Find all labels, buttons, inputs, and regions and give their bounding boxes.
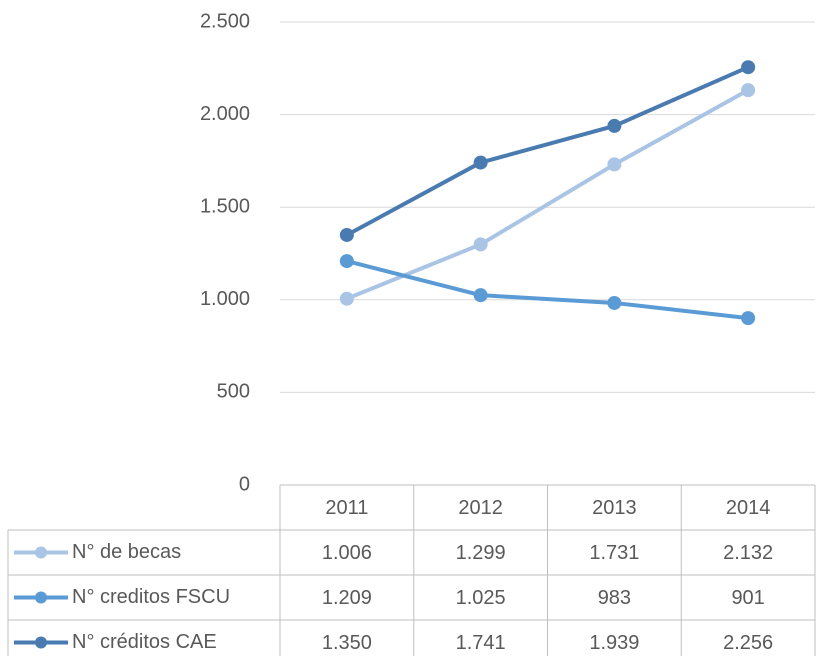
y-tick-label: 2.500 bbox=[200, 10, 250, 32]
marker bbox=[607, 295, 622, 310]
x-tick-label: 2014 bbox=[726, 497, 771, 519]
series-line bbox=[346, 88, 750, 301]
table-cell: 1.006 bbox=[322, 542, 372, 564]
legend-marker bbox=[35, 636, 47, 649]
marker bbox=[339, 291, 354, 306]
table-cell: 1.350 bbox=[322, 632, 372, 654]
marker bbox=[607, 118, 622, 133]
marker bbox=[741, 83, 756, 98]
table-cell: 1.731 bbox=[589, 542, 639, 564]
marker bbox=[473, 288, 488, 303]
marker bbox=[741, 60, 756, 75]
y-tick-label: 500 bbox=[217, 381, 250, 403]
legend-label: N° de becas bbox=[72, 541, 181, 563]
marker bbox=[741, 311, 756, 326]
table-cell: 1.025 bbox=[456, 587, 506, 609]
table-cell: 1.299 bbox=[456, 542, 506, 564]
marker bbox=[473, 155, 488, 170]
table-cell: 1.741 bbox=[456, 632, 506, 654]
y-tick-label: 0 bbox=[239, 473, 250, 495]
y-tick-label: 1.000 bbox=[200, 288, 250, 310]
table-cell: 2.132 bbox=[723, 542, 773, 564]
table-cell: 1.209 bbox=[322, 587, 372, 609]
table-cell: 1.939 bbox=[589, 632, 639, 654]
series-line bbox=[346, 259, 749, 321]
x-tick-label: 2012 bbox=[458, 497, 503, 519]
x-tick-label: 2013 bbox=[592, 497, 637, 519]
series-line bbox=[345, 65, 749, 237]
x-tick-label: 2011 bbox=[325, 497, 368, 519]
legend-marker bbox=[35, 546, 47, 559]
table-cell: 2.256 bbox=[723, 632, 773, 654]
marker bbox=[339, 227, 354, 242]
legend-marker bbox=[35, 591, 47, 604]
marker bbox=[607, 157, 622, 172]
marker bbox=[473, 237, 488, 252]
table-cell: 901 bbox=[731, 587, 764, 609]
y-tick-label: 1.500 bbox=[200, 195, 250, 217]
legend-label: N° créditos CAE bbox=[72, 631, 217, 653]
marker bbox=[339, 254, 354, 269]
table-cell: 983 bbox=[598, 587, 631, 609]
legend-label: N° creditos FSCU bbox=[72, 586, 230, 608]
y-tick-label: 2.000 bbox=[200, 103, 250, 125]
